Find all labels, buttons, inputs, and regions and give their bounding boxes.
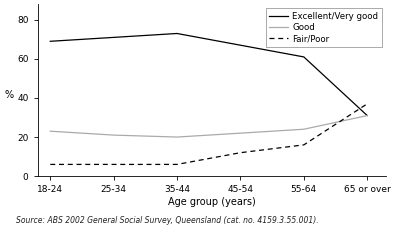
Fair/Poor	[301, 143, 306, 146]
Excellent/Very good	[301, 56, 306, 58]
Good	[238, 132, 243, 135]
Fair/Poor	[175, 163, 179, 166]
Good	[301, 128, 306, 131]
Line: Excellent/Very good: Excellent/Very good	[50, 33, 367, 116]
Excellent/Very good	[111, 36, 116, 39]
Y-axis label: %: %	[4, 90, 13, 100]
Good	[111, 134, 116, 136]
Legend: Excellent/Very good, Good, Fair/Poor: Excellent/Very good, Good, Fair/Poor	[266, 8, 382, 47]
Text: Source: ABS 2002 General Social Survey, Queensland (cat. no. 4159.3.55.001).: Source: ABS 2002 General Social Survey, …	[16, 216, 318, 225]
Excellent/Very good	[238, 44, 243, 47]
Good	[175, 136, 179, 138]
Line: Good: Good	[50, 116, 367, 137]
Fair/Poor	[111, 163, 116, 166]
Excellent/Very good	[48, 40, 53, 43]
Fair/Poor	[365, 102, 370, 105]
Excellent/Very good	[175, 32, 179, 35]
Good	[48, 130, 53, 133]
X-axis label: Age group (years): Age group (years)	[168, 197, 256, 207]
Excellent/Very good	[365, 114, 370, 117]
Fair/Poor	[238, 151, 243, 154]
Good	[365, 114, 370, 117]
Fair/Poor	[48, 163, 53, 166]
Line: Fair/Poor: Fair/Poor	[50, 104, 367, 164]
